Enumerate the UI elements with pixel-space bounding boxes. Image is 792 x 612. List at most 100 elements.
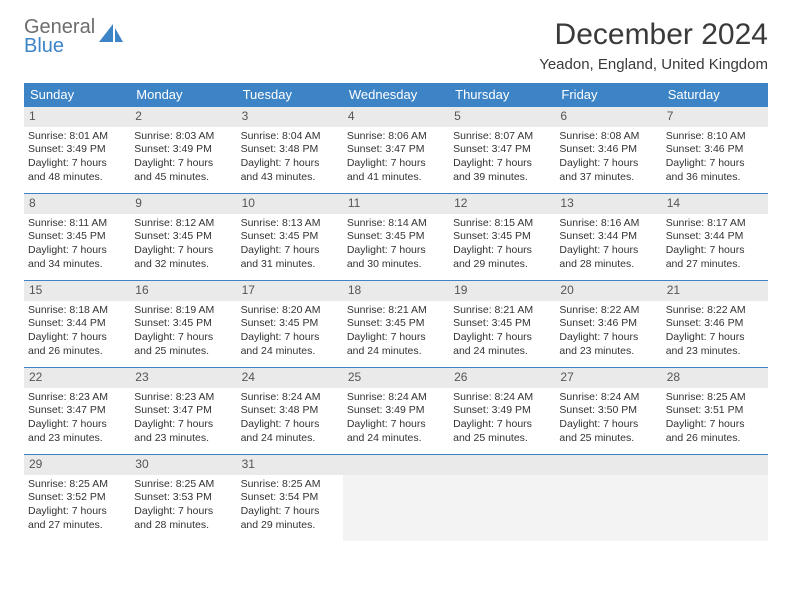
sunrise-text: Sunrise: 8:24 AM bbox=[347, 391, 445, 405]
sunset-text: Sunset: 3:48 PM bbox=[241, 143, 339, 157]
daylight-text: Daylight: 7 hours bbox=[559, 244, 657, 258]
day-cell: 16Sunrise: 8:19 AMSunset: 3:45 PMDayligh… bbox=[130, 281, 236, 367]
day-cell: 3Sunrise: 8:04 AMSunset: 3:48 PMDaylight… bbox=[237, 107, 343, 193]
day-number: 13 bbox=[555, 194, 661, 214]
daylight-text: and 23 minutes. bbox=[134, 432, 232, 446]
day-number: 3 bbox=[237, 107, 343, 127]
day-number: 30 bbox=[130, 455, 236, 475]
sunset-text: Sunset: 3:52 PM bbox=[28, 491, 126, 505]
sunrise-text: Sunrise: 8:23 AM bbox=[134, 391, 232, 405]
logo-line2: Blue bbox=[24, 37, 95, 56]
sunset-text: Sunset: 3:45 PM bbox=[453, 317, 551, 331]
sunrise-text: Sunrise: 8:22 AM bbox=[666, 304, 764, 318]
day-number: 15 bbox=[24, 281, 130, 301]
daylight-text: and 24 minutes. bbox=[347, 432, 445, 446]
day-cell: 28Sunrise: 8:25 AMSunset: 3:51 PMDayligh… bbox=[662, 368, 768, 454]
day-number: 12 bbox=[449, 194, 555, 214]
sunrise-text: Sunrise: 8:12 AM bbox=[134, 217, 232, 231]
sunrise-text: Sunrise: 8:06 AM bbox=[347, 130, 445, 144]
daylight-text: Daylight: 7 hours bbox=[134, 418, 232, 432]
daylight-text: and 23 minutes. bbox=[559, 345, 657, 359]
sunrise-text: Sunrise: 8:10 AM bbox=[666, 130, 764, 144]
sunset-text: Sunset: 3:46 PM bbox=[559, 317, 657, 331]
day-number-empty bbox=[555, 455, 661, 475]
day-number: 7 bbox=[662, 107, 768, 127]
daylight-text: Daylight: 7 hours bbox=[241, 157, 339, 171]
daylight-text: Daylight: 7 hours bbox=[347, 157, 445, 171]
sunset-text: Sunset: 3:54 PM bbox=[241, 491, 339, 505]
day-cell: 23Sunrise: 8:23 AMSunset: 3:47 PMDayligh… bbox=[130, 368, 236, 454]
sunrise-text: Sunrise: 8:14 AM bbox=[347, 217, 445, 231]
sunset-text: Sunset: 3:50 PM bbox=[559, 404, 657, 418]
sunrise-text: Sunrise: 8:24 AM bbox=[559, 391, 657, 405]
day-number-empty bbox=[449, 455, 555, 475]
weekday-head: Tuesday bbox=[237, 83, 343, 106]
day-number: 4 bbox=[343, 107, 449, 127]
daylight-text: and 23 minutes. bbox=[666, 345, 764, 359]
weeks-container: 1Sunrise: 8:01 AMSunset: 3:49 PMDaylight… bbox=[24, 106, 768, 541]
sunrise-text: Sunrise: 8:21 AM bbox=[453, 304, 551, 318]
day-cell: 14Sunrise: 8:17 AMSunset: 3:44 PMDayligh… bbox=[662, 194, 768, 280]
sunrise-text: Sunrise: 8:20 AM bbox=[241, 304, 339, 318]
weekday-head: Saturday bbox=[662, 83, 768, 106]
logo: General Blue bbox=[24, 18, 125, 56]
day-number: 5 bbox=[449, 107, 555, 127]
day-number: 18 bbox=[343, 281, 449, 301]
logo-text: General Blue bbox=[24, 18, 95, 56]
weekday-head: Friday bbox=[555, 83, 661, 106]
daylight-text: Daylight: 7 hours bbox=[347, 331, 445, 345]
sunrise-text: Sunrise: 8:25 AM bbox=[241, 478, 339, 492]
day-number: 2 bbox=[130, 107, 236, 127]
day-number: 19 bbox=[449, 281, 555, 301]
daylight-text: and 30 minutes. bbox=[347, 258, 445, 272]
sunrise-text: Sunrise: 8:23 AM bbox=[28, 391, 126, 405]
day-cell: 31Sunrise: 8:25 AMSunset: 3:54 PMDayligh… bbox=[237, 455, 343, 541]
sunrise-text: Sunrise: 8:19 AM bbox=[134, 304, 232, 318]
sunset-text: Sunset: 3:49 PM bbox=[28, 143, 126, 157]
daylight-text: Daylight: 7 hours bbox=[453, 244, 551, 258]
weekday-head: Monday bbox=[130, 83, 236, 106]
sunset-text: Sunset: 3:46 PM bbox=[559, 143, 657, 157]
day-cell: 6Sunrise: 8:08 AMSunset: 3:46 PMDaylight… bbox=[555, 107, 661, 193]
day-cell: 25Sunrise: 8:24 AMSunset: 3:49 PMDayligh… bbox=[343, 368, 449, 454]
day-cell: 17Sunrise: 8:20 AMSunset: 3:45 PMDayligh… bbox=[237, 281, 343, 367]
day-number: 20 bbox=[555, 281, 661, 301]
daylight-text: Daylight: 7 hours bbox=[666, 331, 764, 345]
sunset-text: Sunset: 3:49 PM bbox=[134, 143, 232, 157]
daylight-text: Daylight: 7 hours bbox=[559, 157, 657, 171]
week-row: 8Sunrise: 8:11 AMSunset: 3:45 PMDaylight… bbox=[24, 193, 768, 280]
daylight-text: and 24 minutes. bbox=[241, 432, 339, 446]
daylight-text: Daylight: 7 hours bbox=[134, 157, 232, 171]
daylight-text: Daylight: 7 hours bbox=[134, 331, 232, 345]
day-number: 16 bbox=[130, 281, 236, 301]
daylight-text: Daylight: 7 hours bbox=[666, 418, 764, 432]
day-number: 22 bbox=[24, 368, 130, 388]
day-cell: 2Sunrise: 8:03 AMSunset: 3:49 PMDaylight… bbox=[130, 107, 236, 193]
daylight-text: Daylight: 7 hours bbox=[347, 244, 445, 258]
calendar: Sunday Monday Tuesday Wednesday Thursday… bbox=[24, 83, 768, 541]
sunset-text: Sunset: 3:47 PM bbox=[28, 404, 126, 418]
day-number: 28 bbox=[662, 368, 768, 388]
daylight-text: Daylight: 7 hours bbox=[241, 418, 339, 432]
daylight-text: Daylight: 7 hours bbox=[666, 244, 764, 258]
weekday-head: Sunday bbox=[24, 83, 130, 106]
day-cell: 18Sunrise: 8:21 AMSunset: 3:45 PMDayligh… bbox=[343, 281, 449, 367]
sunset-text: Sunset: 3:53 PM bbox=[134, 491, 232, 505]
day-number: 1 bbox=[24, 107, 130, 127]
daylight-text: Daylight: 7 hours bbox=[453, 331, 551, 345]
day-cell: 27Sunrise: 8:24 AMSunset: 3:50 PMDayligh… bbox=[555, 368, 661, 454]
day-cell: 1Sunrise: 8:01 AMSunset: 3:49 PMDaylight… bbox=[24, 107, 130, 193]
day-cell: 20Sunrise: 8:22 AMSunset: 3:46 PMDayligh… bbox=[555, 281, 661, 367]
sunrise-text: Sunrise: 8:22 AM bbox=[559, 304, 657, 318]
daylight-text: Daylight: 7 hours bbox=[28, 418, 126, 432]
week-row: 15Sunrise: 8:18 AMSunset: 3:44 PMDayligh… bbox=[24, 280, 768, 367]
day-cell: 5Sunrise: 8:07 AMSunset: 3:47 PMDaylight… bbox=[449, 107, 555, 193]
daylight-text: and 26 minutes. bbox=[28, 345, 126, 359]
sail-icon bbox=[99, 24, 125, 50]
day-cell: 12Sunrise: 8:15 AMSunset: 3:45 PMDayligh… bbox=[449, 194, 555, 280]
day-number: 25 bbox=[343, 368, 449, 388]
sunset-text: Sunset: 3:51 PM bbox=[666, 404, 764, 418]
day-number: 21 bbox=[662, 281, 768, 301]
day-cell: 7Sunrise: 8:10 AMSunset: 3:46 PMDaylight… bbox=[662, 107, 768, 193]
sunrise-text: Sunrise: 8:18 AM bbox=[28, 304, 126, 318]
